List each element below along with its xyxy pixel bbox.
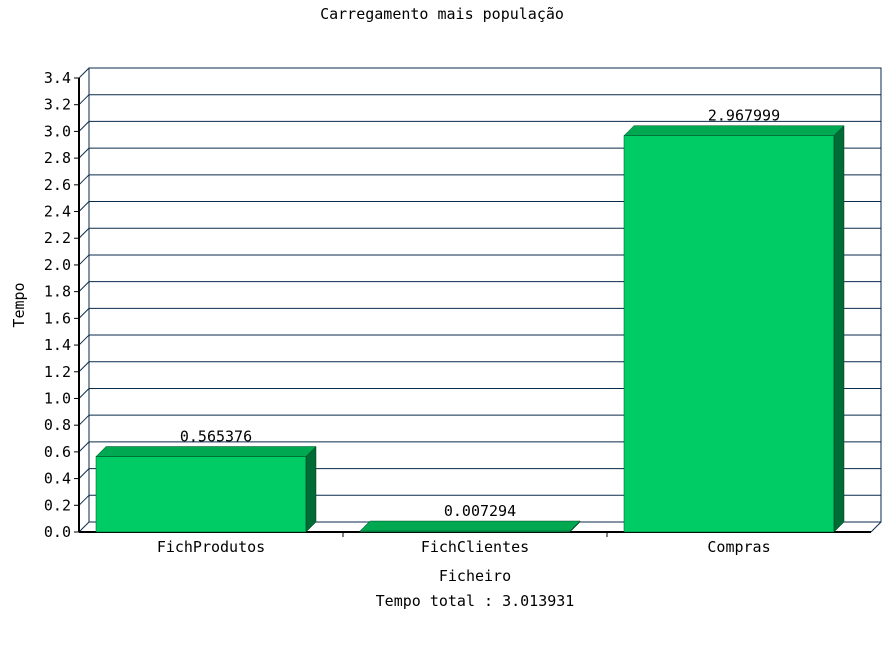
y-tick-label: 0.8 [44,416,71,434]
gridline-depth [78,227,90,239]
gridline-depth [78,468,90,479]
y-tick-label: 1.6 [44,309,71,327]
bar-top-fichprodutos [95,446,317,457]
bar-top-fichclientes [359,520,581,532]
gridline-depth [78,307,90,319]
gridline-depth [78,334,90,346]
floor-right-depth [870,521,882,533]
y-tick-label: 0.0 [44,523,71,541]
bar-side-fichprodutos [305,445,317,533]
y-tick-label: 1.2 [44,363,71,381]
gridline-depth [78,254,90,266]
y-tick-label: 3.4 [44,69,71,87]
gridline-depth [78,441,90,453]
y-tick-label: 2.4 [44,203,71,221]
bar-fichprodutos [95,456,307,533]
y-tick-label: 1.8 [44,283,71,301]
x-tick-label: Compras [707,538,770,556]
gridline-depth [78,174,90,186]
y-tick-label: 0.6 [44,443,71,461]
labels-layer: 0.0 0.2 0.4 0.6 0.8 1.0 1.2 1.4 1.6 1.8 2.0 2.2 2.4 2… [44,69,780,556]
y-tick-label: 2.0 [44,256,71,274]
y-tick-label: 3.2 [44,96,71,114]
gridline-depth [78,121,90,132]
y-tick-label: 0.4 [44,470,71,488]
data-label: 2.967999 [708,107,780,125]
gridline-depth [78,361,90,373]
y-tick-label: 2.8 [44,149,71,167]
gridline-depth [78,414,90,426]
data-label: 0.007294 [444,502,516,520]
bars-layer [95,125,845,533]
y-axis-label: Tempo [10,282,28,327]
y-tick-label: 2.2 [44,229,71,247]
gridline-depth [78,94,90,106]
y-tick-label: 3.0 [44,122,71,140]
x-axis-label: Ficheiro [439,567,511,585]
x-tick-label: FichProdutos [157,538,265,556]
gridline-depth [78,201,90,212]
gridline-depth [78,281,90,293]
gridline-depth [78,388,90,399]
gridline-depth [78,67,90,79]
bar-compras [623,135,835,533]
data-label: 0.565376 [180,428,252,446]
x-tick-label: FichClientes [421,538,529,556]
gridline-depth [78,494,90,506]
footer-total: Tempo total : 3.013931 [376,592,575,610]
bar-side-fichclientes [569,520,581,533]
gridline-depth [78,147,90,159]
y-tick-label: 1.4 [44,336,71,354]
floor-left-depth [78,521,90,533]
bar-top-compras [623,125,845,136]
bar-side-compras [833,125,845,533]
chart-title: Carregamento mais população [320,5,564,23]
y-tick-label: 1.0 [44,389,71,407]
y-tick-label: 0.2 [44,496,71,514]
y-tick-label: 2.6 [44,176,71,194]
